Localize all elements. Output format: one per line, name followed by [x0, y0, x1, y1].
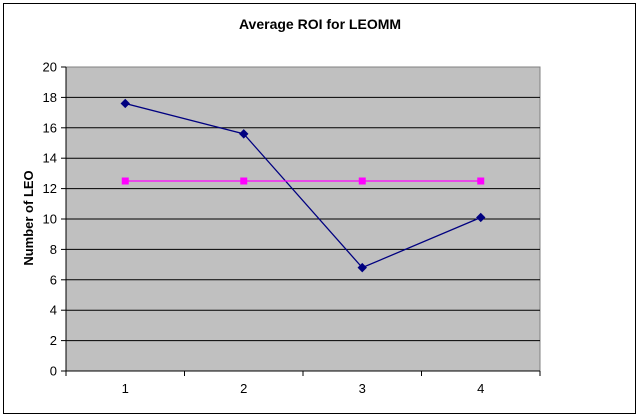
y-tick-label: 0 — [50, 364, 57, 379]
data-point-series-1 — [120, 98, 130, 109]
x-tick-label: 4 — [477, 381, 484, 396]
y-tick-label: 14 — [43, 151, 57, 166]
data-point-series-2 — [121, 177, 129, 185]
y-tick-label: 20 — [43, 60, 57, 75]
y-tick-label: 12 — [43, 181, 57, 196]
x-tick-label: 2 — [240, 381, 247, 396]
chart-title: Average ROI for LEOMM — [238, 16, 402, 32]
y-tick-label: 16 — [43, 120, 57, 135]
data-point-series-1 — [239, 129, 249, 139]
y-tick-label: 6 — [50, 272, 57, 287]
y-axis-label: Number of LEO — [21, 170, 36, 265]
data-point-series-1 — [357, 262, 367, 273]
y-tick-label: 18 — [43, 90, 57, 105]
data-point-series-2 — [477, 177, 485, 185]
x-tick-label: 1 — [122, 381, 129, 396]
y-tick-label: 10 — [43, 212, 57, 227]
series-line-1 — [125, 102, 482, 269]
y-tick-label: 2 — [50, 333, 57, 348]
y-tick-label: 4 — [50, 303, 57, 318]
data-point-series-2 — [240, 177, 248, 185]
data-point-series-1 — [476, 212, 486, 223]
data-point-series-2 — [358, 177, 366, 185]
y-tick-label: 8 — [50, 242, 57, 257]
x-tick-label: 3 — [359, 381, 366, 396]
